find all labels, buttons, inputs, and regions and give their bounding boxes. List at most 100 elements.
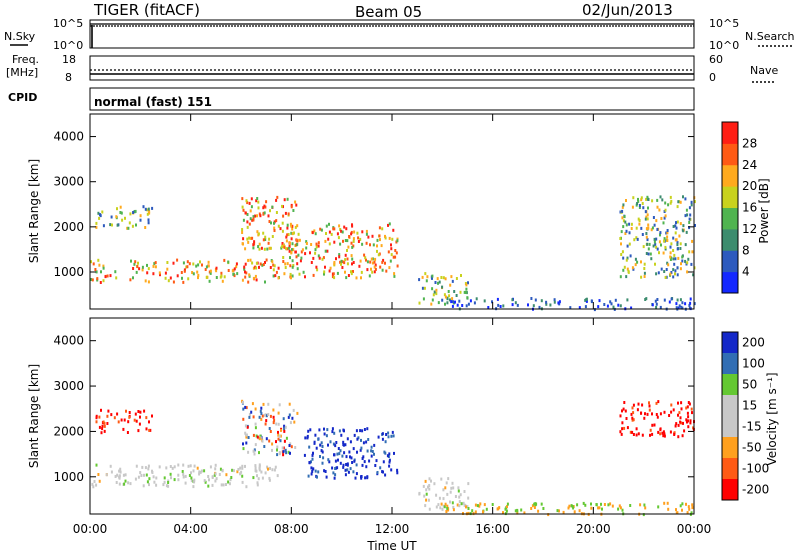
scatter-cell: [266, 247, 269, 251]
scatter-cell: [366, 427, 369, 431]
scatter-cell: [257, 200, 260, 204]
scatter-cell: [333, 431, 336, 435]
scatter-cell: [670, 403, 673, 407]
scatter-cell: [677, 200, 680, 204]
scatter-cell: [662, 221, 665, 225]
scatter-cell: [458, 299, 461, 303]
scatter-cell: [371, 234, 374, 238]
scatter-cell: [353, 433, 356, 437]
scatter-cell: [281, 221, 284, 225]
scatter-cell: [691, 411, 693, 415]
scatter-cell: [636, 260, 639, 264]
scatter-cell: [100, 431, 103, 435]
colorbar-frame: [721, 331, 739, 501]
scatter-cell: [278, 403, 281, 407]
scatter-cell: [473, 301, 476, 305]
scatter-cell: [167, 484, 170, 488]
scatter-cell: [396, 239, 399, 243]
scatter-cell: [688, 507, 691, 511]
scatter-cell: [384, 473, 387, 477]
scatter-cell: [147, 221, 150, 225]
scatter-cell: [189, 464, 192, 468]
scatter-cell: [271, 442, 274, 446]
scatter-cell: [349, 455, 351, 459]
scatter-cell: [346, 257, 349, 261]
scatter-cell: [264, 422, 267, 426]
scatter-cell: [629, 504, 632, 507]
scatter-cell: [667, 263, 670, 267]
scatter-cell: [438, 280, 441, 284]
scatter-cell: [285, 235, 288, 239]
scatter-cell: [449, 490, 452, 494]
scatter-cell: [290, 224, 293, 228]
scatter-cell: [675, 508, 677, 512]
scatter-cell: [427, 498, 430, 502]
scatter-cell: [248, 415, 251, 419]
scatter-cell: [491, 300, 493, 304]
colorbar-segment: [722, 164, 738, 187]
scatter-cell: [250, 197, 253, 201]
scatter-cell: [338, 429, 341, 433]
scatter-cell: [346, 262, 349, 266]
scatter-cell: [645, 197, 648, 201]
scatter-cell: [118, 475, 121, 479]
scatter-cell: [601, 507, 603, 511]
scatter-cell: [151, 206, 154, 210]
scatter-cell: [105, 473, 108, 477]
scatter-cell: [655, 272, 658, 276]
scatter-cell: [215, 276, 218, 279]
scatter-cell: [428, 487, 431, 491]
scatter-cell: [188, 474, 191, 477]
scatter-cell: [172, 261, 175, 265]
scatter-cell: [467, 302, 470, 306]
scatter-cell: [688, 221, 691, 224]
scatter-cell: [268, 476, 271, 480]
scatter-cell: [115, 481, 118, 484]
scatter-cell: [690, 407, 693, 411]
scatter-cell: [211, 483, 214, 487]
scatter-cell: [284, 448, 287, 452]
scatter-cell: [243, 265, 246, 269]
scatter-cell: [442, 276, 445, 280]
x-tick-label: 00:00: [73, 522, 108, 536]
scatter-cell: [152, 264, 155, 268]
scatter-cell: [381, 227, 384, 231]
scatter-cell: [584, 503, 587, 507]
scatter-cell: [137, 475, 140, 479]
scatter-cell: [332, 272, 335, 276]
scatter-cell: [277, 433, 280, 437]
scatter-cell: [145, 416, 148, 420]
nsearch-tick-top: 10^5: [709, 17, 739, 30]
scatter-cell: [246, 213, 249, 216]
scatter-cell: [653, 237, 656, 241]
scatter-cell: [439, 506, 442, 510]
scatter-cell: [121, 218, 124, 222]
scatter-cell: [685, 418, 688, 422]
scatter-cell: [300, 250, 303, 254]
time-x-axis: 00:00 04:00 08:00 12:00 16:00 20:00 00:00: [73, 114, 711, 536]
scatter-cell: [360, 446, 363, 450]
scatter-cell: [97, 211, 100, 215]
scatter-cell: [197, 273, 200, 277]
scatter-cell: [603, 503, 606, 506]
scatter-cell: [296, 267, 299, 271]
scatter-cell: [367, 235, 370, 239]
y-tick-label: 3000: [53, 379, 84, 393]
scatter-cell: [284, 262, 287, 266]
scatter-cell: [173, 478, 176, 482]
scatter-cell: [348, 235, 351, 238]
scatter-cell: [655, 245, 658, 249]
scatter-cell: [666, 235, 669, 239]
scatter-cell: [273, 468, 276, 472]
scatter-cell: [144, 207, 147, 211]
scatter-cell: [262, 231, 265, 235]
scatter-cell: [665, 275, 668, 279]
scatter-cell: [296, 239, 299, 243]
freq-tick-top: 18: [62, 53, 76, 66]
scatter-cell: [435, 505, 438, 509]
scatter-cell: [237, 468, 240, 471]
scatter-cell: [444, 486, 447, 490]
scatter-cell: [251, 261, 254, 265]
scatter-cell: [321, 445, 324, 448]
